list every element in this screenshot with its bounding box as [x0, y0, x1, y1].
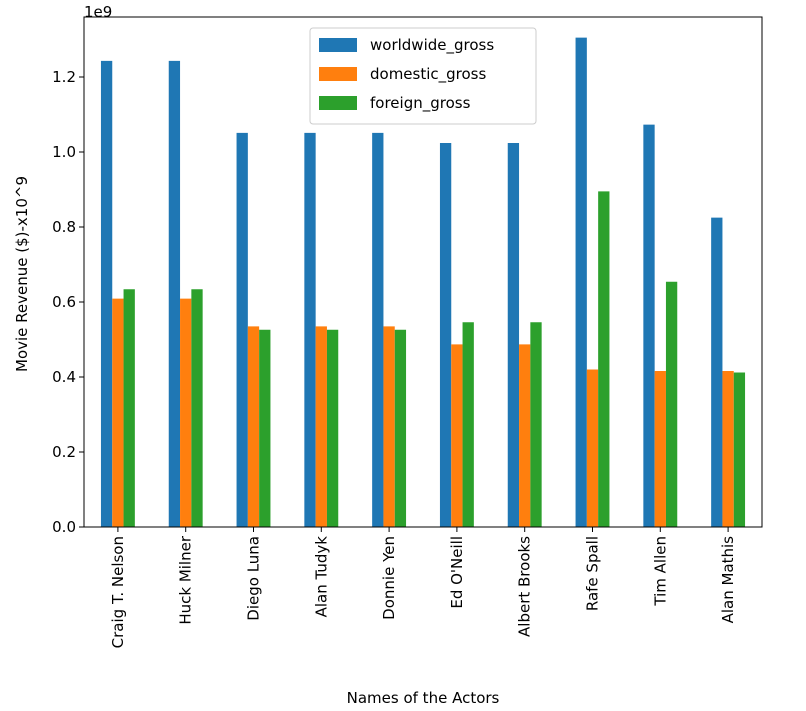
bars-group [100, 37, 746, 528]
bar-worldwide_gross-3 [304, 132, 316, 527]
axes-group: Craig T. Nelson Huck Milner Diego Luna Alan… [52, 16, 763, 648]
bar-worldwide_gross-7 [575, 37, 587, 527]
bar-domestic_gross-1 [180, 298, 192, 528]
bar-foreign_gross-6 [530, 322, 542, 527]
bar-worldwide_gross-9 [711, 217, 723, 528]
x-tick-label: Diego Luna [245, 536, 263, 621]
plot-frame [83, 16, 763, 528]
y-tick-label: 0.0 [52, 518, 76, 536]
x-tick-label: Craig T. Nelson [109, 536, 127, 648]
x-tick-label: Alan Tudyk [312, 536, 330, 618]
x-axis-label: Names of the Actors [347, 689, 500, 707]
legend-swatch-worldwide_gross [319, 38, 357, 52]
y-tick-label: 0.4 [52, 368, 76, 386]
bar-worldwide_gross-4 [372, 132, 384, 527]
bar-foreign_gross-8 [665, 281, 678, 527]
x-tick-label: Alan Mathis [719, 536, 737, 624]
bar-foreign_gross-5 [462, 322, 474, 527]
legend-label-foreign_gross: foreign_gross [370, 94, 471, 113]
bar-worldwide_gross-8 [643, 124, 655, 527]
bar-foreign_gross-0 [123, 289, 135, 527]
bar-domestic_gross-5 [451, 344, 463, 528]
legend-label-domestic_gross: domestic_gross [370, 65, 487, 84]
y-axis-label: Movie Revenue ($)-x10^9 [13, 176, 31, 372]
bar-foreign_gross-3 [326, 329, 339, 527]
x-tick-label: Huck Milner [177, 535, 195, 625]
y-axis-offset-text: 1e9 [84, 3, 112, 21]
bar-domestic_gross-6 [519, 344, 531, 528]
bar-foreign_gross-1 [191, 289, 203, 527]
bar-foreign_gross-9 [733, 372, 746, 527]
x-tick-label: Ed O'Neill [448, 536, 466, 609]
bar-domestic_gross-7 [586, 369, 599, 527]
bar-domestic_gross-2 [247, 326, 260, 528]
y-tick-label: 1.0 [52, 143, 76, 161]
bar-foreign_gross-2 [259, 329, 271, 527]
legend: worldwide_gross domestic_gross foreign_gro… [309, 27, 537, 125]
bar-worldwide_gross-5 [439, 143, 452, 527]
bar-foreign_gross-7 [598, 191, 610, 528]
y-tick-label: 1.2 [52, 68, 76, 86]
legend-swatch-domestic_gross [319, 67, 357, 81]
legend-box [309, 27, 537, 125]
x-tick-label: Tim Allen [651, 536, 669, 607]
bar-worldwide_gross-0 [100, 60, 113, 528]
bar-domestic_gross-9 [722, 371, 734, 527]
x-tick-label: Albert Brooks [516, 536, 534, 637]
x-tick-label: Donnie Yen [380, 536, 398, 620]
y-tick-label: 0.2 [52, 443, 76, 461]
y-tick-label: 0.6 [52, 293, 76, 311]
x-tick-label: Rafe Spall [584, 536, 602, 611]
bar-domestic_gross-4 [383, 326, 395, 528]
bar-worldwide_gross-6 [507, 143, 520, 527]
bar-worldwide_gross-2 [236, 132, 248, 527]
bar-foreign_gross-4 [394, 329, 407, 527]
bar-domestic_gross-3 [315, 326, 327, 528]
bar-worldwide_gross-1 [168, 60, 181, 528]
legend-swatch-foreign_gross [319, 96, 357, 110]
bar-domestic_gross-8 [654, 371, 666, 527]
bar-domestic_gross-0 [112, 298, 124, 528]
y-tick-label: 0.8 [52, 218, 76, 236]
legend-label-worldwide_gross: worldwide_gross [370, 36, 494, 55]
